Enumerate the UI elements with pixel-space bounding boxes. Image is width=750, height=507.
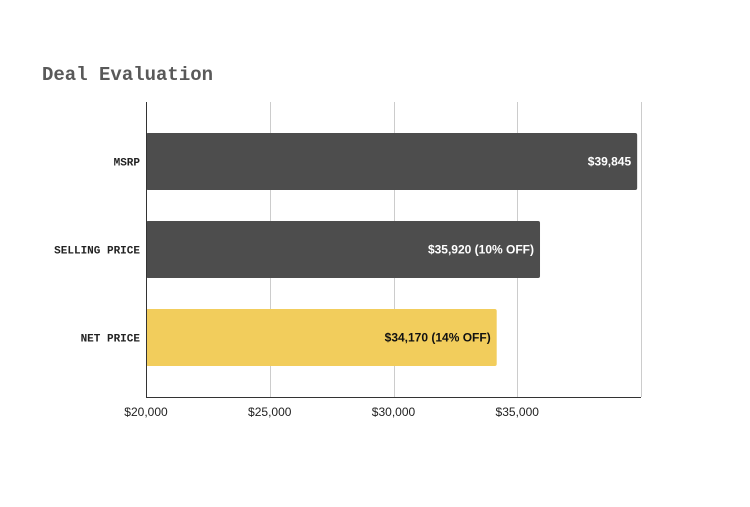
chart-title: Deal Evaluation — [42, 64, 214, 86]
category-label-2: NET PRICE — [81, 334, 141, 346]
data-label-1: $35,920 (10% OFF) — [428, 243, 534, 257]
data-label-2: $34,170 (14% OFF) — [385, 331, 491, 345]
bar-selling-price — [146, 221, 541, 278]
x-tick-label-2: $30,000 — [372, 405, 416, 419]
x-tick-label-1: $25,000 — [248, 405, 292, 419]
category-label-1: SELLING PRICE — [54, 246, 140, 258]
category-label-0: MSRP — [114, 158, 141, 170]
x-tick-label-3: $35,000 — [496, 405, 540, 419]
x-tick-label-0: $20,000 — [124, 405, 168, 419]
bar-net-price — [146, 309, 497, 366]
bar-msrp — [146, 133, 638, 190]
data-label-0: $39,845 — [588, 155, 632, 169]
